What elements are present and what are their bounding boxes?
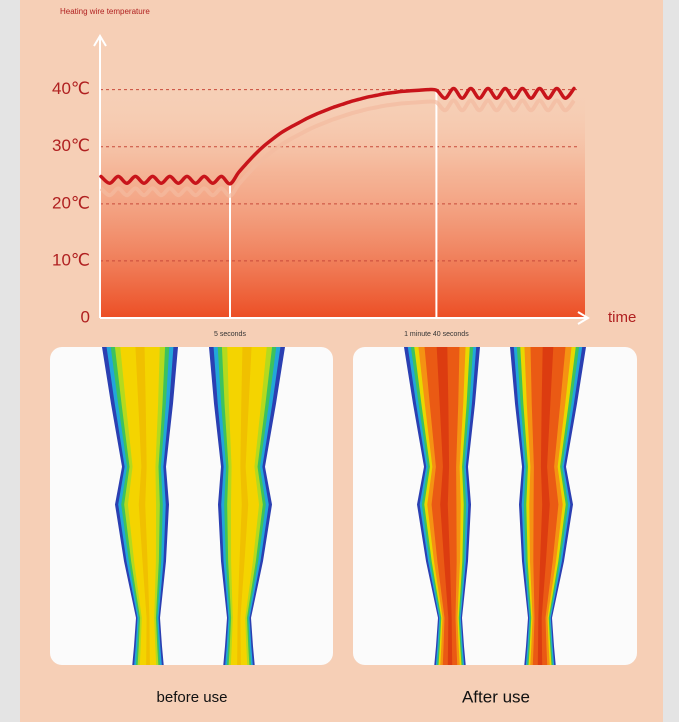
leg-layer bbox=[237, 347, 252, 665]
line bbox=[99, 86, 576, 186]
thermal-image bbox=[404, 347, 586, 665]
y-tick-label: 30℃ bbox=[52, 136, 90, 155]
panel-label: After use bbox=[462, 687, 530, 706]
panel bbox=[353, 347, 637, 665]
leg-layer bbox=[436, 347, 453, 665]
y-tick-label: 10℃ bbox=[52, 250, 90, 269]
thermal-image bbox=[102, 347, 285, 665]
x-axis-arrow bbox=[577, 311, 590, 325]
y-tick-label: 20℃ bbox=[52, 193, 90, 212]
line-shadow bbox=[99, 98, 576, 198]
plot: 0 10℃ 20℃ 30℃ 40℃ 5 seconds 1 minute 40 second… bbox=[52, 34, 590, 338]
chart-title: Heating wire temperature bbox=[60, 7, 150, 16]
x-tick-label: 1 minute 40 seconds bbox=[404, 331, 469, 338]
y-tick-label: 40℃ bbox=[52, 79, 90, 98]
leg-layer bbox=[135, 347, 150, 665]
x-axis-label: time bbox=[608, 309, 636, 326]
y-axis-arrow bbox=[93, 34, 107, 47]
panel bbox=[50, 347, 333, 665]
leg-layer bbox=[537, 347, 554, 665]
panel-label: before use bbox=[157, 689, 228, 706]
y-tick-label: 0 bbox=[81, 307, 90, 326]
x-tick-label: 5 seconds bbox=[214, 331, 246, 338]
